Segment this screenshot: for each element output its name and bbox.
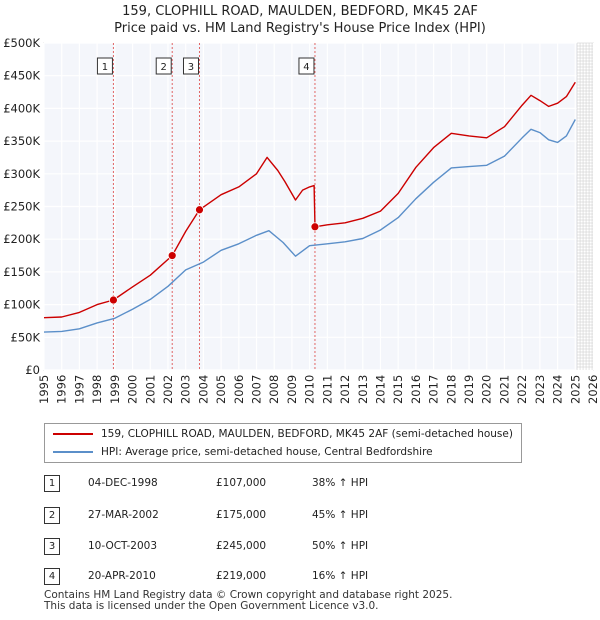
transaction-number: 3 <box>44 538 60 555</box>
grid <box>43 42 594 371</box>
x-tick-label: 1996 <box>55 375 69 404</box>
sale-label-box <box>96 57 113 75</box>
legend-label-property: 159, CLOPHILL ROAD, MAULDEN, BEDFORD, MK… <box>101 428 513 440</box>
x-tick-label: 1999 <box>108 375 122 404</box>
sale-label-text: 3 <box>188 62 194 73</box>
x-tick-label: 2009 <box>285 375 299 404</box>
transaction-price: £245,000 <box>216 540 267 552</box>
x-tick-label: 2021 <box>497 375 511 404</box>
transaction-number: 2 <box>44 507 60 524</box>
x-tick-label: 2019 <box>462 375 476 404</box>
sale-label-text: 1 <box>102 62 108 73</box>
x-tick-label: 2002 <box>161 375 175 404</box>
chart-title: 159, CLOPHILL ROAD, MAULDEN, BEDFORD, MK… <box>122 4 478 19</box>
transaction-number: 1 <box>44 475 60 492</box>
sale-label-box <box>298 57 315 75</box>
legend: 159, CLOPHILL ROAD, MAULDEN, BEDFORD, MK… <box>44 423 522 463</box>
y-tick-label: £150K <box>3 265 40 279</box>
y-tick-label: £0 <box>25 363 40 377</box>
chart-subtitle: Price paid vs. HM Land Registry's House … <box>114 21 486 36</box>
x-tick-label: 2015 <box>391 375 405 404</box>
x-tick-label: 1998 <box>90 375 104 404</box>
transaction-date: 10-OCT-2003 <box>88 540 157 552</box>
transaction-price: £175,000 <box>216 509 267 521</box>
sale-label-box <box>155 57 172 75</box>
legend-label-hpi: HPI: Average price, semi-detached house,… <box>101 446 433 458</box>
price-chart: 1 2 3 4 £0 £50K £100K £150K £200K £250K £300K £350… <box>3 36 600 404</box>
transaction-hpi: 16% ↑ HPI <box>312 570 369 582</box>
x-tick-label: 2024 <box>551 375 565 404</box>
y-tick-label: £350K <box>3 134 40 148</box>
transaction-hpi: 45% ↑ HPI <box>312 509 369 521</box>
sale-label-box <box>182 57 199 75</box>
sale-point <box>109 295 118 305</box>
x-tick-label: 2025 <box>568 375 582 404</box>
x-tick-label: 2022 <box>515 375 529 404</box>
x-tick-label: 2007 <box>250 375 264 404</box>
legend-swatch-property <box>53 433 93 435</box>
y-axis: £0 £50K £100K £150K £200K £250K £300K £350K £400… <box>3 36 40 377</box>
x-tick-label: 2023 <box>533 375 547 404</box>
x-tick-label: 2012 <box>338 375 352 404</box>
x-tick-label: 2018 <box>444 375 458 404</box>
sale-label-text: 2 <box>161 62 167 73</box>
x-tick-label: 2006 <box>232 375 246 404</box>
series-lines <box>43 81 576 333</box>
footer-copyright: Contains HM Land Registry data © Crown c… <box>44 589 453 601</box>
sale-points <box>109 205 320 305</box>
x-tick-label: 2005 <box>214 375 228 404</box>
transaction-number: 4 <box>44 568 60 585</box>
transaction-date: 27-MAR-2002 <box>88 509 159 521</box>
x-tick-label: 2013 <box>356 375 370 404</box>
sale-markers <box>112 43 316 370</box>
sale-point <box>310 222 320 232</box>
legend-item-property: 159, CLOPHILL ROAD, MAULDEN, BEDFORD, MK… <box>53 426 513 442</box>
y-tick-label: £300K <box>3 167 40 181</box>
transaction-hpi: 38% ↑ HPI <box>312 477 369 489</box>
x-tick-label: 2004 <box>196 375 210 404</box>
forecast-region <box>576 42 593 370</box>
x-tick-label: 2000 <box>126 375 140 404</box>
x-tick-label: 1997 <box>72 375 86 404</box>
sale-labels: 1 2 3 4 <box>96 57 315 75</box>
y-tick-label: £50K <box>11 330 41 344</box>
x-tick-label: 2003 <box>179 375 193 404</box>
x-tick-label: 2008 <box>267 375 281 404</box>
x-tick-label: 2014 <box>373 375 387 404</box>
forecast-area <box>577 43 593 370</box>
x-tick-label: 2011 <box>320 375 334 404</box>
x-tick-label: 2010 <box>303 375 317 404</box>
sale-point <box>195 205 204 215</box>
x-tick-label: 1995 <box>37 375 51 404</box>
y-tick-label: £400K <box>3 101 40 115</box>
y-tick-label: £100K <box>3 298 40 312</box>
legend-swatch-hpi <box>53 451 93 453</box>
transaction-price: £107,000 <box>216 477 267 489</box>
legend-item-hpi: HPI: Average price, semi-detached house,… <box>53 444 433 460</box>
x-axis: 1995 1996 1997 1998 1999 2000 2001 2002 2003 2004… <box>37 375 600 404</box>
sale-label-text: 4 <box>303 62 309 73</box>
transaction-date: 20-APR-2010 <box>88 570 156 582</box>
sale-point <box>167 251 177 260</box>
y-tick-label: £500K <box>3 36 40 50</box>
transaction-date: 04-DEC-1998 <box>88 477 158 489</box>
y-tick-label: £450K <box>3 69 40 83</box>
y-tick-label: £200K <box>3 232 40 246</box>
transaction-price: £219,000 <box>216 570 267 582</box>
property-series-line <box>43 81 576 319</box>
y-tick-label: £250K <box>3 200 40 214</box>
hpi-series-line <box>43 119 576 333</box>
footer-licence: This data is licensed under the Open Gov… <box>44 600 379 612</box>
x-tick-label: 2016 <box>409 375 423 404</box>
x-tick-label: 2020 <box>480 375 494 404</box>
transaction-hpi: 50% ↑ HPI <box>312 540 369 552</box>
x-tick-label: 2026 <box>586 375 600 404</box>
x-tick-label: 2001 <box>143 375 157 404</box>
x-tick-label: 2017 <box>427 375 441 404</box>
